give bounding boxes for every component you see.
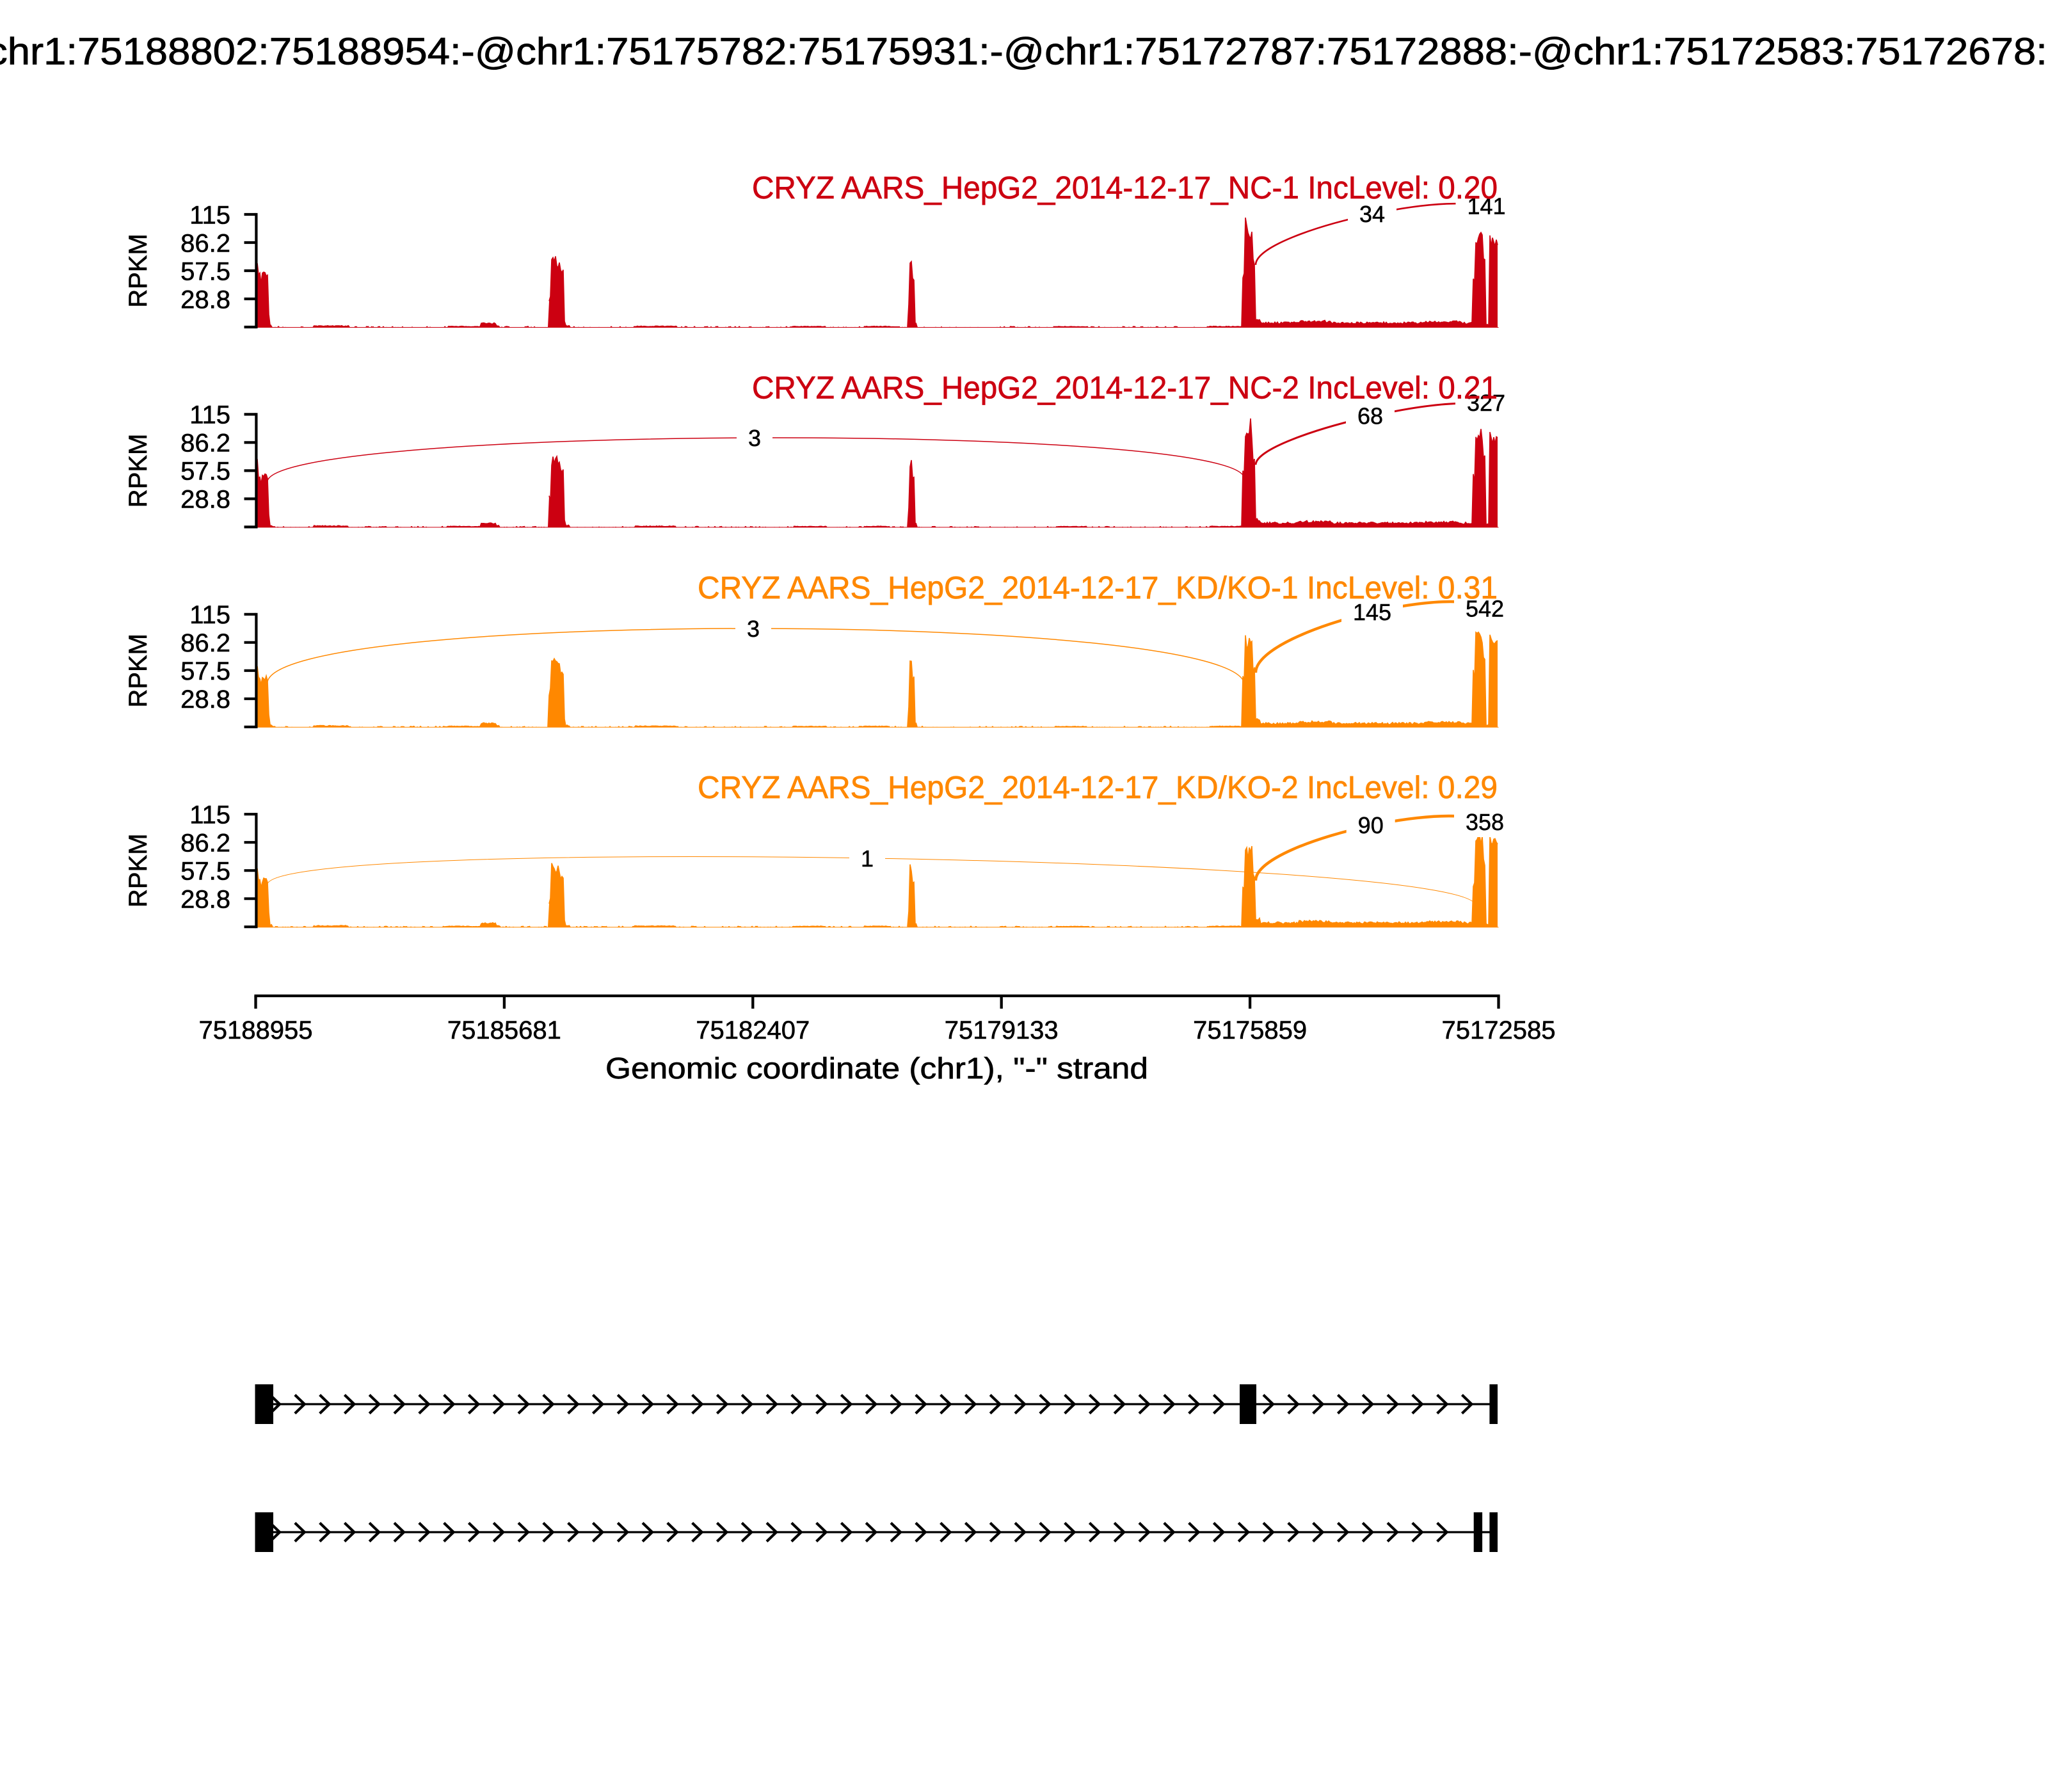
svg-text:542: 542 (1466, 595, 1504, 621)
svg-text:RPKM: RPKM (124, 234, 152, 308)
svg-text:28.8: 28.8 (180, 486, 230, 514)
svg-text:115: 115 (189, 601, 230, 629)
svg-text:57.5: 57.5 (180, 657, 230, 685)
svg-text:28.8: 28.8 (180, 886, 230, 914)
svg-text:86.2: 86.2 (180, 829, 230, 858)
svg-text:141: 141 (1467, 193, 1505, 219)
svg-text:57.5: 57.5 (180, 858, 230, 886)
svg-text:115: 115 (189, 401, 230, 429)
svg-text:75182407: 75182407 (696, 1016, 810, 1044)
svg-text:86.2: 86.2 (180, 429, 230, 458)
svg-text:68: 68 (1357, 403, 1383, 429)
svg-text:75175859: 75175859 (1193, 1016, 1307, 1044)
svg-text:145: 145 (1353, 599, 1391, 625)
svg-text:75179133: 75179133 (945, 1016, 1059, 1044)
svg-text:CRYZ AARS_HepG2_2014-12-17_KD/: CRYZ AARS_HepG2_2014-12-17_KD/KO-1 IncLe… (698, 571, 1498, 605)
svg-text:86.2: 86.2 (180, 229, 230, 257)
svg-text:75172585: 75172585 (1442, 1016, 1556, 1044)
svg-text:86.2: 86.2 (180, 629, 230, 657)
svg-text:RPKM: RPKM (124, 634, 152, 708)
svg-text:115: 115 (189, 201, 230, 229)
svg-text:Genomic coordinate (chr1), "-": Genomic coordinate (chr1), "-" strand (605, 1052, 1148, 1085)
svg-text:28.8: 28.8 (180, 685, 230, 714)
svg-text:75188955: 75188955 (199, 1016, 313, 1044)
svg-text:57.5: 57.5 (180, 257, 230, 285)
svg-text:28.8: 28.8 (180, 285, 230, 314)
svg-text:115: 115 (189, 801, 230, 829)
svg-text:3: 3 (748, 425, 761, 451)
svg-text:3: 3 (747, 616, 760, 642)
svg-text:90: 90 (1358, 812, 1384, 838)
svg-text:34: 34 (1359, 201, 1385, 227)
svg-text:75185681: 75185681 (447, 1016, 561, 1044)
svg-text:CRYZ AARS_HepG2_2014-12-17_KD/: CRYZ AARS_HepG2_2014-12-17_KD/KO-2 IncLe… (698, 771, 1498, 805)
svg-text:RPKM: RPKM (124, 833, 152, 908)
svg-text:CRYZ AARS_HepG2_2014-12-17_NC-: CRYZ AARS_HepG2_2014-12-17_NC-2 IncLevel… (752, 371, 1498, 405)
svg-text:CRYZ AARS_HepG2_2014-12-17_NC-: CRYZ AARS_HepG2_2014-12-17_NC-1 IncLevel… (752, 171, 1498, 205)
svg-text:358: 358 (1466, 809, 1504, 835)
svg-text:chr1:75188802:75188954:-@chr1:: chr1:75188802:75188954:-@chr1:75175782:7… (0, 31, 2048, 73)
svg-text:RPKM: RPKM (124, 434, 152, 508)
svg-text:1: 1 (861, 845, 874, 872)
svg-text:327: 327 (1467, 390, 1505, 416)
svg-text:57.5: 57.5 (180, 458, 230, 486)
